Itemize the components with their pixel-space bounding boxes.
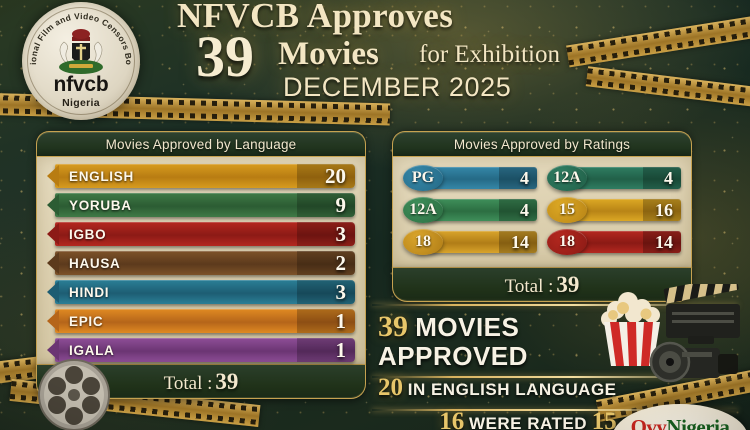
nfvcb-logo: National Film and Video Censors Board nf… bbox=[22, 2, 140, 120]
language-value: 3 bbox=[335, 279, 347, 304]
rating-pill: PG bbox=[403, 165, 443, 191]
language-total-value: 39 bbox=[215, 368, 239, 394]
rating-row: 12A 4 bbox=[403, 197, 537, 223]
language-bar-tip bbox=[47, 223, 59, 245]
stat-1-text: MOVIES bbox=[415, 312, 520, 342]
ratings-panel-body: PG 4 12A 4 12A 4 15 16 18 14 18 14 bbox=[392, 156, 692, 268]
language-row: HINDI 3 bbox=[47, 279, 355, 305]
stat-2-text: IN ENGLISH LANGUAGE bbox=[407, 380, 617, 400]
rating-value: 14 bbox=[655, 231, 673, 252]
language-row: ENGLISH 20 bbox=[47, 163, 355, 189]
rating-pill: 12A bbox=[547, 165, 587, 191]
language-value: 1 bbox=[335, 308, 347, 333]
language-label: IGBO bbox=[69, 226, 107, 242]
ratings-panel-header: Movies Approved by Ratings bbox=[392, 131, 692, 156]
language-panel: Movies Approved by Language ENGLISH 20 YOR… bbox=[36, 131, 366, 399]
rating-row: 18 14 bbox=[403, 229, 537, 255]
title-count: 39 bbox=[196, 24, 254, 89]
watermark-part-1: Ovy bbox=[630, 415, 667, 430]
ratings-total-value: 39 bbox=[556, 271, 580, 297]
title-exhibition: for Exhibition bbox=[419, 41, 560, 68]
rating-label: PG bbox=[411, 169, 435, 186]
rating-value: 4 bbox=[520, 167, 529, 188]
language-value: 3 bbox=[335, 221, 347, 246]
stat-row-english: 20 IN ENGLISH LANGUAGE bbox=[378, 374, 678, 402]
logo-name: nfvcb bbox=[53, 73, 109, 96]
rating-label: 18 bbox=[415, 233, 431, 250]
language-total: Total :39 bbox=[164, 369, 239, 395]
rating-row: 15 16 bbox=[547, 197, 681, 223]
rating-row: 18 14 bbox=[547, 229, 681, 255]
rating-value: 4 bbox=[664, 167, 673, 188]
language-row: HAUSA 2 bbox=[47, 250, 355, 276]
language-value: 20 bbox=[325, 163, 346, 188]
stat-1-number: 39 bbox=[378, 310, 408, 343]
language-total-label: Total : bbox=[163, 372, 213, 394]
language-panel-body: ENGLISH 20 YORUBA 9 IGBO 3 HAUSA 2 HINDI 3 EPIC 1 IG… bbox=[36, 156, 366, 365]
ovy-nigeria-text: OvyNigeria bbox=[612, 415, 748, 430]
rating-label: 15 bbox=[559, 201, 575, 218]
language-bar-tip bbox=[47, 310, 59, 332]
ratings-total-label: Total : bbox=[504, 275, 554, 297]
rating-pill: 18 bbox=[403, 229, 443, 255]
rating-value: 14 bbox=[511, 231, 529, 252]
ratings-grid: PG 4 12A 4 12A 4 15 16 18 14 18 14 bbox=[403, 165, 681, 255]
language-bar-tip bbox=[47, 281, 59, 303]
rating-value: 4 bbox=[520, 199, 529, 220]
language-panel-header: Movies Approved by Language bbox=[36, 131, 366, 156]
stat-2-number: 20 bbox=[378, 374, 403, 402]
language-value: 2 bbox=[335, 250, 347, 275]
ratings-panel: Movies Approved by Ratings PG 4 12A 4 12A 4 15… bbox=[392, 131, 692, 303]
stat-1-text2: APPROVED bbox=[378, 340, 528, 371]
language-label: ENGLISH bbox=[69, 168, 134, 184]
language-bar-tip bbox=[47, 194, 59, 216]
rating-pill: 12A bbox=[403, 197, 443, 223]
film-reel-icon bbox=[38, 359, 110, 430]
rating-label: 12A bbox=[553, 169, 581, 186]
rating-pill: 15 bbox=[547, 197, 587, 223]
language-row: YORUBA 9 bbox=[47, 192, 355, 218]
stat-3-number: 16 bbox=[439, 408, 465, 430]
title-date: DECEMBER 2025 bbox=[283, 72, 512, 102]
language-value: 9 bbox=[335, 192, 347, 217]
logo-country: Nigeria bbox=[62, 97, 100, 109]
language-row: EPIC 1 bbox=[47, 308, 355, 334]
header: National Film and Video Censors Board nf… bbox=[0, 0, 750, 126]
language-bar-list: ENGLISH 20 YORUBA 9 IGBO 3 HAUSA 2 HINDI 3 EPIC 1 IG… bbox=[47, 163, 355, 366]
language-label: EPIC bbox=[69, 313, 104, 329]
language-label: IGALA bbox=[69, 342, 115, 358]
language-row: IGBO 3 bbox=[47, 221, 355, 247]
language-label: YORUBA bbox=[69, 197, 132, 213]
rating-row: 12A 4 bbox=[547, 165, 681, 191]
coat-of-arms-icon bbox=[59, 29, 103, 74]
language-value: 1 bbox=[335, 337, 347, 362]
title-movies: Movies bbox=[278, 36, 379, 72]
language-bar-tip bbox=[47, 252, 59, 274]
language-label: HAUSA bbox=[69, 255, 121, 271]
watermark-part-2: Nigeria bbox=[666, 415, 730, 430]
rating-label: 18 bbox=[559, 233, 575, 250]
ratings-panel-title: Movies Approved by Ratings bbox=[453, 136, 631, 152]
rating-row: PG 4 bbox=[403, 165, 537, 191]
stat-3-text: WERE RATED bbox=[468, 414, 587, 430]
ratings-total: Total :39 bbox=[505, 272, 580, 298]
movie-camera-icon bbox=[649, 336, 738, 383]
rating-value: 16 bbox=[655, 199, 673, 220]
language-label: HINDI bbox=[69, 284, 110, 300]
rating-label: 12A bbox=[409, 201, 437, 218]
language-bar-tip bbox=[47, 165, 59, 187]
rating-pill: 18 bbox=[547, 229, 587, 255]
language-panel-title: Movies Approved by Language bbox=[105, 136, 297, 152]
